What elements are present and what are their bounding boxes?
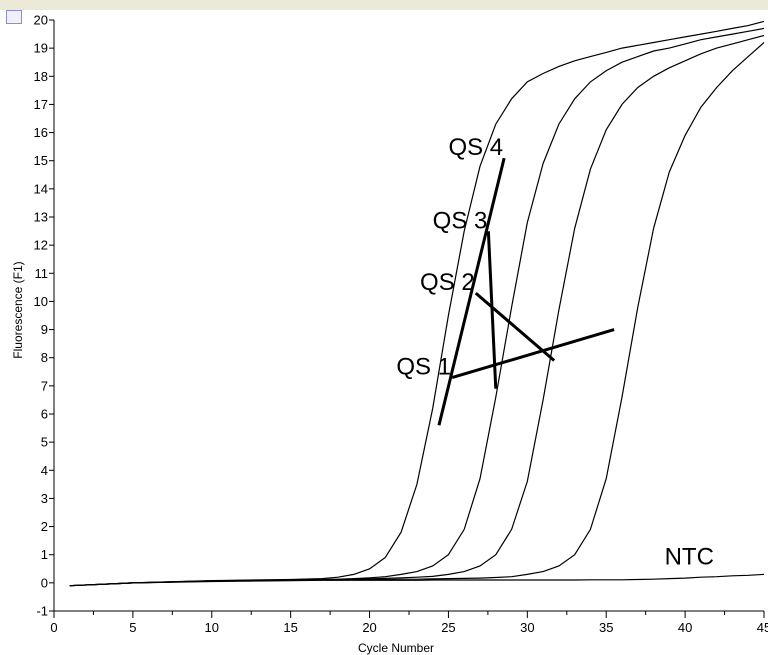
y-tick-label: 16	[34, 125, 48, 140]
y-tick-label: 4	[41, 463, 48, 478]
y-tick-label: 10	[34, 294, 48, 309]
series-label-qs-4: QS 4	[448, 134, 503, 161]
x-tick-label: 0	[50, 620, 57, 635]
y-tick-label: -1	[36, 604, 48, 619]
y-tick-label: 8	[41, 350, 48, 365]
y-tick-label: 7	[41, 378, 48, 393]
x-tick-label: 25	[441, 620, 455, 635]
y-tick-label: 12	[34, 238, 48, 253]
x-tick-label: 5	[129, 620, 136, 635]
y-tick-label: 6	[41, 407, 48, 422]
top-window-bar	[0, 0, 768, 10]
y-tick-label: 18	[34, 69, 48, 84]
x-tick-label: 20	[362, 620, 376, 635]
x-tick-label: 30	[520, 620, 534, 635]
y-axis-title: Fluorescence (F1)	[11, 261, 25, 358]
y-tick-label: 5	[41, 435, 48, 450]
series-label-ntc: NTC	[665, 544, 714, 571]
y-tick-label: 19	[34, 41, 48, 56]
y-tick-label: 13	[34, 210, 48, 225]
annotation-layer: QS 4 QS 3 QS 2 QS 1 NTC	[396, 134, 714, 570]
series-line-qs-3	[69, 27, 765, 587]
y-tick-label: 1	[41, 547, 48, 562]
series-layer	[69, 20, 765, 587]
y-tick-label: 14	[34, 181, 48, 196]
x-tick-label: 40	[678, 620, 692, 635]
x-tick-label: 15	[283, 620, 297, 635]
y-tick-label: 11	[35, 266, 49, 281]
x-axis-title: Cycle Number	[358, 641, 434, 655]
series-label-qs-1: QS 1	[396, 354, 451, 381]
y-tick-label: 9	[41, 322, 48, 337]
chart-app-icon	[6, 10, 22, 24]
y-tick-label: 0	[41, 575, 48, 590]
y-tick-label: 20	[34, 13, 48, 28]
x-tick-label: 45	[757, 620, 768, 635]
pointer-line-qs-3	[486, 231, 498, 389]
x-tick-label: 35	[599, 620, 613, 635]
x-tick-label: 10	[205, 620, 219, 635]
series-line-ntc	[69, 573, 765, 587]
pointer-line-qs-2	[474, 292, 556, 362]
y-tick-label: 17	[34, 97, 48, 112]
series-label-qs-2: QS 2	[420, 269, 475, 296]
series-line-qs-1	[69, 42, 765, 587]
y-tick-label: 2	[41, 519, 48, 534]
series-line-qs-4	[69, 20, 765, 587]
series-label-qs-3: QS 3	[433, 207, 488, 234]
pointer-line-qs-4	[437, 157, 506, 426]
y-tick-label: 15	[34, 153, 48, 168]
pointer-line-qs-1	[451, 328, 615, 380]
y-tick-label: 3	[41, 491, 48, 506]
series-line-qs-2	[69, 34, 765, 587]
